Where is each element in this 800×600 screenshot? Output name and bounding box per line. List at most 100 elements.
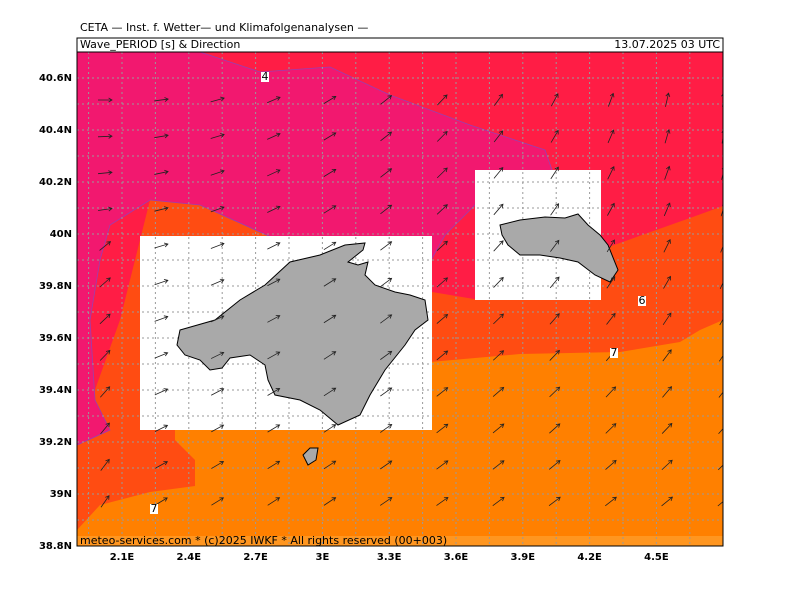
direction-arrow bbox=[718, 355, 723, 362]
lat-label: 39.2N bbox=[39, 437, 72, 448]
direction-arrow bbox=[717, 464, 723, 471]
direction-arrow bbox=[210, 133, 225, 139]
direction-arrow bbox=[493, 130, 504, 143]
direction-arrow bbox=[98, 206, 113, 212]
lat-label: 40.4N bbox=[39, 125, 72, 136]
direction-arrow bbox=[99, 349, 111, 361]
direction-arrow bbox=[100, 386, 111, 398]
direction-arrow bbox=[323, 387, 337, 397]
lat-label: 40.6N bbox=[39, 73, 72, 84]
direction-arrow bbox=[550, 129, 559, 143]
island-menorca bbox=[499, 213, 619, 283]
direction-arrow bbox=[661, 459, 673, 471]
direction-arrow bbox=[605, 423, 617, 434]
lat-label: 39.8N bbox=[39, 281, 72, 292]
direction-arrow bbox=[720, 204, 723, 217]
direction-arrow bbox=[436, 350, 449, 361]
island-mallorca bbox=[176, 242, 429, 426]
direction-arrow bbox=[323, 241, 337, 251]
direction-arrow bbox=[323, 424, 337, 433]
direction-arrow bbox=[719, 277, 723, 289]
direction-arrow bbox=[380, 168, 393, 178]
lon-label: 2.1E bbox=[110, 552, 135, 563]
direction-arrow bbox=[380, 95, 393, 105]
direction-arrow bbox=[436, 204, 448, 215]
valid-time: 13.07.2025 03 UTC bbox=[614, 38, 720, 51]
direction-arrow bbox=[492, 496, 505, 506]
contour-label: 6 bbox=[639, 294, 646, 307]
direction-arrow bbox=[549, 276, 560, 289]
direction-arrow bbox=[606, 312, 616, 325]
direction-arrow bbox=[380, 460, 393, 470]
direction-arrow bbox=[607, 202, 615, 216]
direction-arrow bbox=[436, 277, 449, 288]
direction-arrow bbox=[606, 239, 615, 253]
direction-arrow bbox=[436, 496, 449, 506]
direction-arrow bbox=[492, 350, 505, 361]
direction-arrow bbox=[267, 132, 281, 140]
direction-arrow bbox=[97, 133, 113, 139]
direction-arrow bbox=[154, 206, 169, 212]
direction-arrow bbox=[99, 313, 111, 325]
direction-arrow bbox=[550, 203, 560, 216]
direction-arrow bbox=[718, 428, 723, 434]
direction-arrow bbox=[661, 496, 674, 507]
direction-arrow bbox=[323, 205, 337, 214]
direction-arrow bbox=[665, 92, 671, 107]
direction-arrow bbox=[380, 497, 393, 506]
direction-arrow bbox=[493, 240, 504, 252]
direction-arrow bbox=[606, 276, 616, 289]
direction-arrow bbox=[550, 93, 559, 107]
direction-arrow bbox=[607, 166, 615, 180]
direction-arrow bbox=[718, 391, 723, 398]
direction-arrow bbox=[662, 349, 672, 362]
direction-arrow bbox=[154, 279, 169, 286]
direction-arrow bbox=[154, 133, 169, 139]
direction-arrow bbox=[323, 314, 337, 324]
direction-arrow bbox=[607, 129, 615, 144]
direction-arrow bbox=[549, 386, 561, 398]
lat-label: 40.2N bbox=[39, 177, 72, 188]
direction-arrow bbox=[99, 277, 111, 288]
direction-arrow bbox=[323, 497, 337, 506]
direction-arrow bbox=[267, 388, 281, 396]
direction-arrow bbox=[436, 460, 449, 470]
direction-arrow bbox=[380, 424, 393, 433]
lon-label: 4.2E bbox=[577, 552, 602, 563]
direction-arrow bbox=[211, 424, 225, 433]
direction-arrow bbox=[210, 96, 225, 103]
band-light-orange bbox=[77, 536, 723, 546]
direction-arrow bbox=[719, 314, 723, 326]
direction-arrow bbox=[210, 315, 225, 323]
direction-arrow bbox=[550, 166, 559, 180]
direction-arrow bbox=[267, 315, 281, 323]
direction-arrow bbox=[663, 275, 671, 289]
direction-arrow bbox=[267, 351, 281, 360]
lon-label: 3.9E bbox=[511, 552, 536, 563]
direction-arrow bbox=[492, 386, 505, 397]
direction-arrow bbox=[436, 167, 448, 179]
direction-arrow bbox=[323, 95, 337, 104]
contour-label-box bbox=[150, 504, 158, 514]
lat-label: 40N bbox=[50, 229, 72, 240]
direction-arrow bbox=[492, 460, 505, 470]
direction-arrow bbox=[154, 497, 168, 506]
direction-arrow bbox=[154, 97, 169, 102]
contour-label-box bbox=[610, 348, 618, 358]
direction-arrow bbox=[210, 351, 225, 359]
lon-label: 3.6E bbox=[444, 552, 469, 563]
direction-arrow bbox=[548, 460, 561, 470]
direction-arrow bbox=[154, 242, 169, 249]
direction-arrow bbox=[154, 315, 169, 322]
direction-arrow bbox=[549, 423, 561, 434]
contour-label-box bbox=[261, 72, 269, 82]
lon-label: 4.5E bbox=[644, 552, 669, 563]
header-title: CETA — Inst. f. Wetter— und Klimafolgena… bbox=[80, 21, 368, 34]
direction-arrow bbox=[380, 277, 393, 288]
direction-arrow bbox=[211, 497, 225, 506]
direction-arrow bbox=[210, 242, 225, 249]
direction-arrow bbox=[548, 496, 561, 507]
direction-arrow bbox=[211, 461, 225, 469]
direction-arrow bbox=[380, 241, 393, 251]
